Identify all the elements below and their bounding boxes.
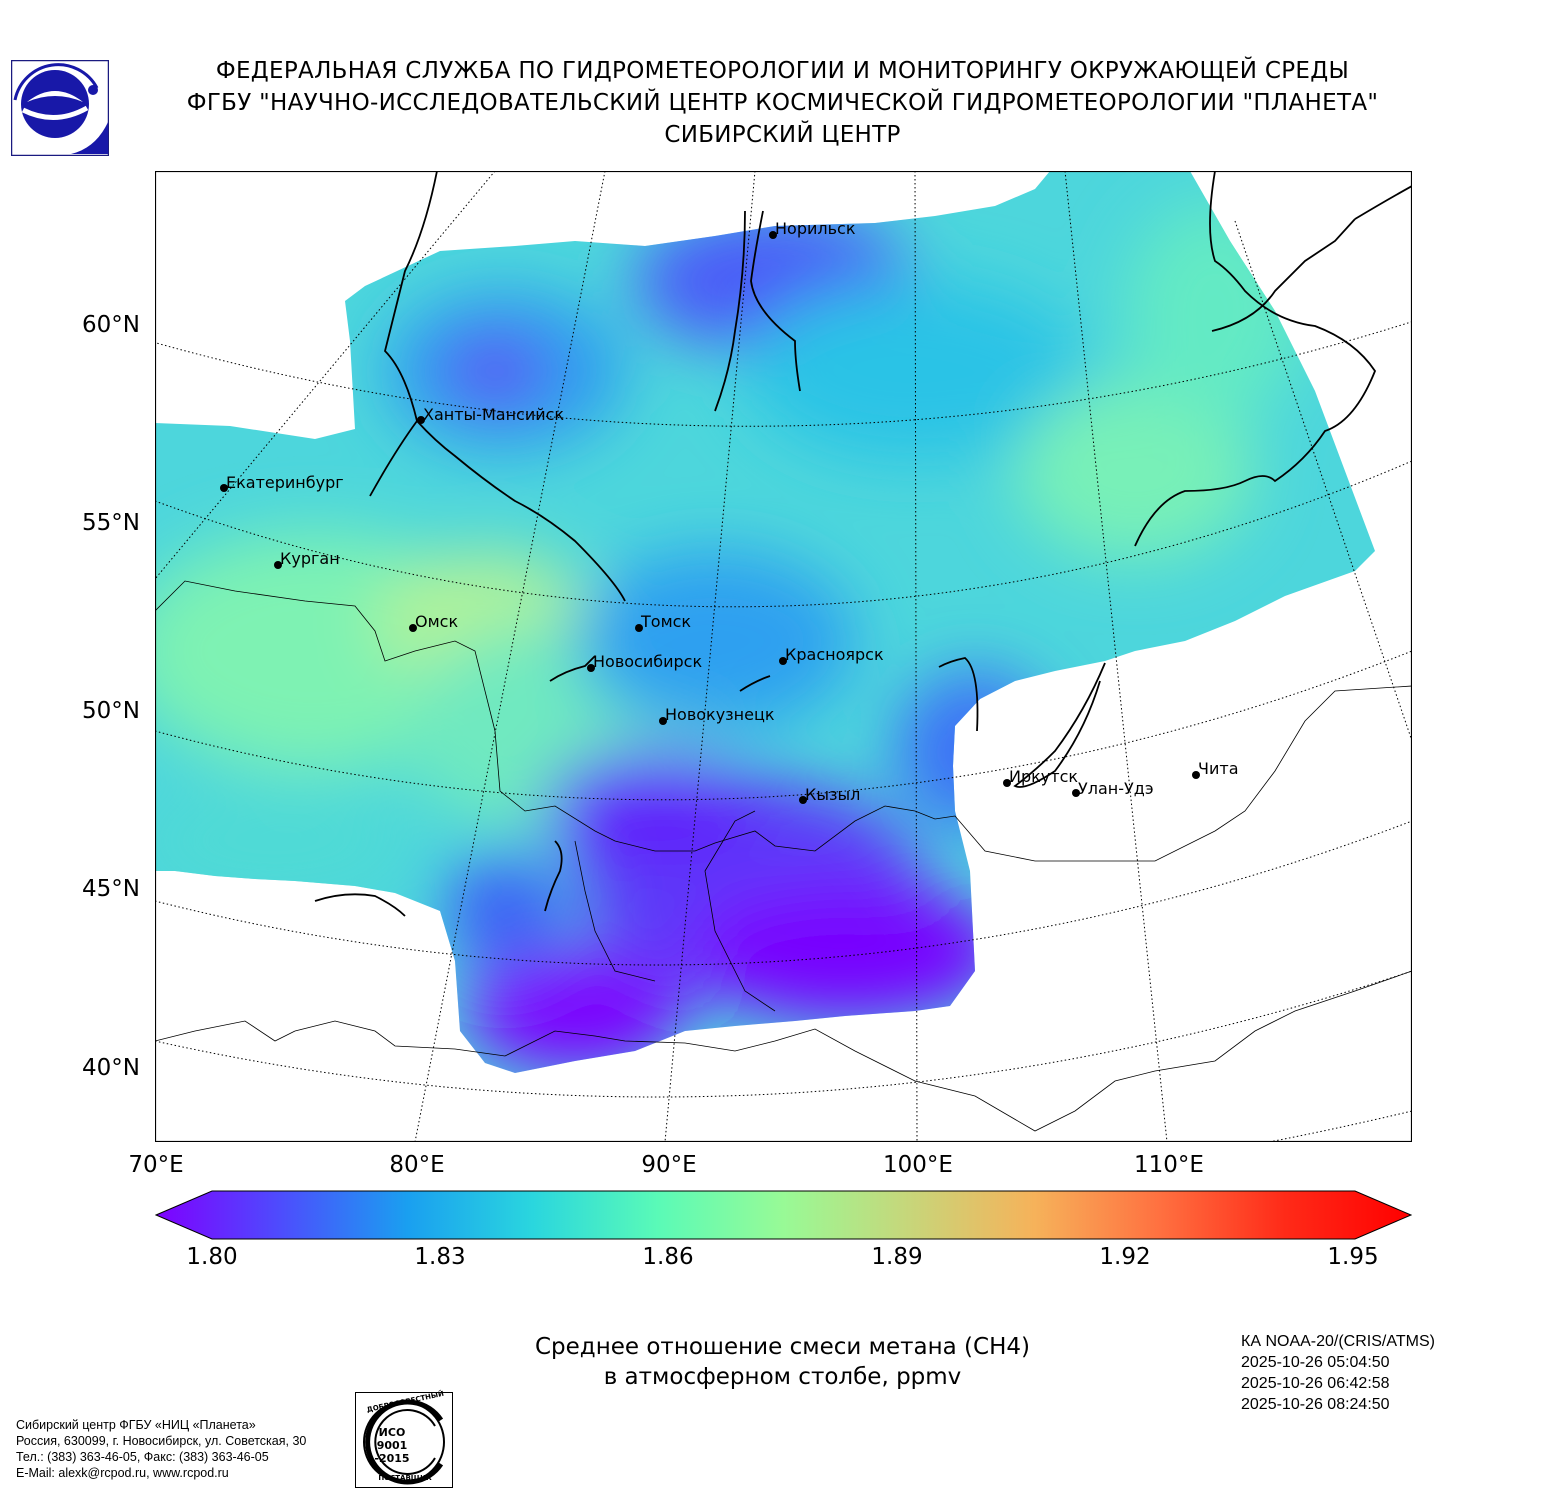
chart-title-line-1: Среднее отношение смеси метана (CH4) <box>534 1334 1030 1360</box>
city-dot-ulan-ude <box>1072 789 1080 797</box>
satellite-time-3: 2025-10-26 08:24:50 <box>1241 1396 1390 1413</box>
city-dot-chita <box>1192 771 1200 779</box>
header-line-1: ФЕДЕРАЛЬНАЯ СЛУЖБА ПО ГИДРОМЕТЕОРОЛОГИИ … <box>215 58 1350 84</box>
city-label-omsk: Омск <box>415 612 459 631</box>
city-label-ulan-ude: Улан-Удэ <box>1078 779 1154 798</box>
city-dot-kyzyl <box>799 796 807 804</box>
city-dot-krasnoyarsk <box>779 657 787 665</box>
satellite-time-1: 2025-10-26 05:04:50 <box>1241 1354 1390 1371</box>
iso-badge-iso: ИСО <box>378 1426 406 1439</box>
city-label-novokuznetsk: Новокузнецк <box>665 705 775 724</box>
colorbar-tick-1-95: 1.95 <box>1327 1244 1379 1270</box>
colorbar-tick-1-89: 1.89 <box>871 1244 923 1270</box>
lon-label-70: 70°E <box>128 1152 184 1178</box>
iso-badge-bottom-text: ПОСТАВЩИК <box>378 1474 432 1482</box>
colorbar-tick-1-86: 1.86 <box>642 1244 694 1270</box>
lon-label-80: 80°E <box>389 1152 445 1178</box>
iso-badge-9001: 9001 <box>376 1439 408 1452</box>
city-label-yekaterinburg: Екатеринбург <box>226 473 344 492</box>
satellite-time-2: 2025-10-26 06:42:58 <box>1241 1375 1390 1392</box>
city-label-kyzyl: Кызыл <box>805 785 861 804</box>
city-label-khanty-mansiysk: Ханты-Мансийск <box>423 405 565 424</box>
colorbar-tick-1-83: 1.83 <box>414 1244 466 1270</box>
lat-label-60: 60°N <box>82 312 140 338</box>
planeta-logo <box>10 59 110 157</box>
city-dot-omsk <box>409 624 417 632</box>
footer-phone: Тел.: (383) 363-46-05, Факс: (383) 363-4… <box>16 1450 269 1464</box>
city-dot-novosibirsk <box>587 664 595 672</box>
colorbar-tick-1-92: 1.92 <box>1099 1244 1151 1270</box>
city-label-krasnoyarsk: Красноярск <box>785 645 884 664</box>
lat-label-50: 50°N <box>82 698 140 724</box>
city-dot-novokuznetsk <box>659 717 667 725</box>
footer-email: E-Mail: alexk@rcpod.ru, www.rcpod.ru <box>16 1466 229 1480</box>
satellite-name: КА NOAA-20/(CRIS/ATMS) <box>1241 1333 1435 1350</box>
lat-label-55: 55°N <box>82 510 140 536</box>
city-label-kurgan: Курган <box>280 549 340 568</box>
footer-address: Россия, 630099, г. Новосибирск, ул. Сове… <box>16 1434 307 1448</box>
city-dot-yekaterinburg <box>220 484 228 492</box>
city-dot-irkutsk <box>1003 779 1011 787</box>
city-label-irkutsk: Иркутск <box>1009 767 1079 786</box>
city-dot-khanty-mansiysk <box>417 416 425 424</box>
city-label-chita: Чита <box>1198 759 1239 778</box>
header-line-3: СИБИРСКИЙ ЦЕНТР <box>664 122 901 148</box>
iso-9001-badge <box>355 1392 453 1488</box>
colorbar <box>154 1190 1413 1240</box>
lat-label-45: 45°N <box>82 876 140 902</box>
city-label-novosibirsk: Новосибирск <box>593 652 703 671</box>
iso-badge-2015: -2015 <box>374 1452 410 1465</box>
city-dot-kurgan <box>274 561 282 569</box>
methane-map: Норильск Ханты-Мансийск Екатеринбург Кур… <box>154 170 1413 1143</box>
city-dot-tomsk <box>635 624 643 632</box>
lon-label-110: 110°E <box>1134 1152 1204 1178</box>
city-dot-norilsk <box>769 231 777 239</box>
header-line-2: ФГБУ "НАУЧНО-ИССЛЕДОВАТЕЛЬСКИЙ ЦЕНТР КОС… <box>186 90 1379 116</box>
chart-title-line-2: в атмосферном столбе, ppmv <box>603 1364 962 1390</box>
lat-label-40: 40°N <box>82 1055 140 1081</box>
footer-org: Сибирский центр ФГБУ «НИЦ «Планета» <box>16 1418 256 1432</box>
lon-label-100: 100°E <box>883 1152 953 1178</box>
city-label-tomsk: Томск <box>641 612 692 631</box>
colorbar-tick-1-80: 1.80 <box>186 1244 238 1270</box>
city-label-norilsk: Норильск <box>775 219 856 238</box>
lon-label-90: 90°E <box>641 1152 697 1178</box>
